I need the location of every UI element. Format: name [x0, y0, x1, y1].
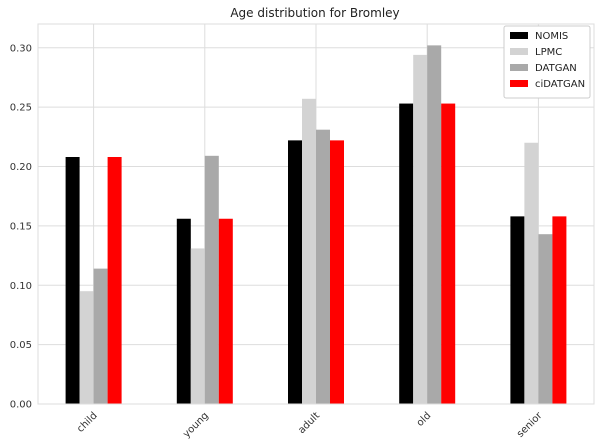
y-tick-label: 0.25	[10, 103, 32, 114]
legend-label: DATGAN	[535, 63, 577, 74]
chart-title: Age distribution for Bromley	[230, 6, 399, 20]
bar	[65, 157, 80, 404]
bar	[427, 45, 442, 404]
y-tick-label: 0.15	[10, 221, 32, 232]
y-tick-label: 0.10	[10, 281, 32, 292]
legend-swatch	[510, 64, 528, 71]
bar	[330, 140, 344, 404]
bar	[107, 157, 122, 404]
bar	[93, 268, 108, 404]
bar	[538, 234, 553, 404]
bar	[302, 98, 316, 404]
legend-label: ciDATGAN	[535, 79, 585, 90]
bar	[510, 216, 525, 404]
y-tick-label: 0.20	[10, 162, 32, 173]
bar	[190, 248, 205, 404]
bar-layer	[65, 45, 567, 404]
legend-swatch	[510, 32, 528, 39]
bar	[288, 140, 302, 404]
legend-swatch	[510, 80, 528, 87]
bar	[399, 103, 414, 404]
bar	[204, 155, 219, 404]
legend-swatch	[510, 48, 528, 55]
y-tick-label: 0.30	[10, 43, 32, 54]
bar	[176, 218, 191, 404]
legend: NOMIS LPMC DATGAN ciDATGAN	[503, 25, 591, 99]
y-tick-label: 0.05	[10, 340, 32, 351]
plot-frame	[37, 23, 595, 405]
bar	[413, 54, 428, 404]
legend-label: NOMIS	[535, 31, 568, 42]
bar	[316, 129, 330, 404]
bar	[79, 291, 94, 404]
bar	[441, 103, 456, 404]
y-tick-label: 0.00	[10, 400, 32, 411]
bar	[552, 216, 567, 404]
bar	[218, 218, 233, 404]
legend-items: NOMIS LPMC DATGAN ciDATGAN	[510, 31, 585, 90]
bar	[524, 142, 539, 404]
legend-label: LPMC	[535, 47, 562, 58]
